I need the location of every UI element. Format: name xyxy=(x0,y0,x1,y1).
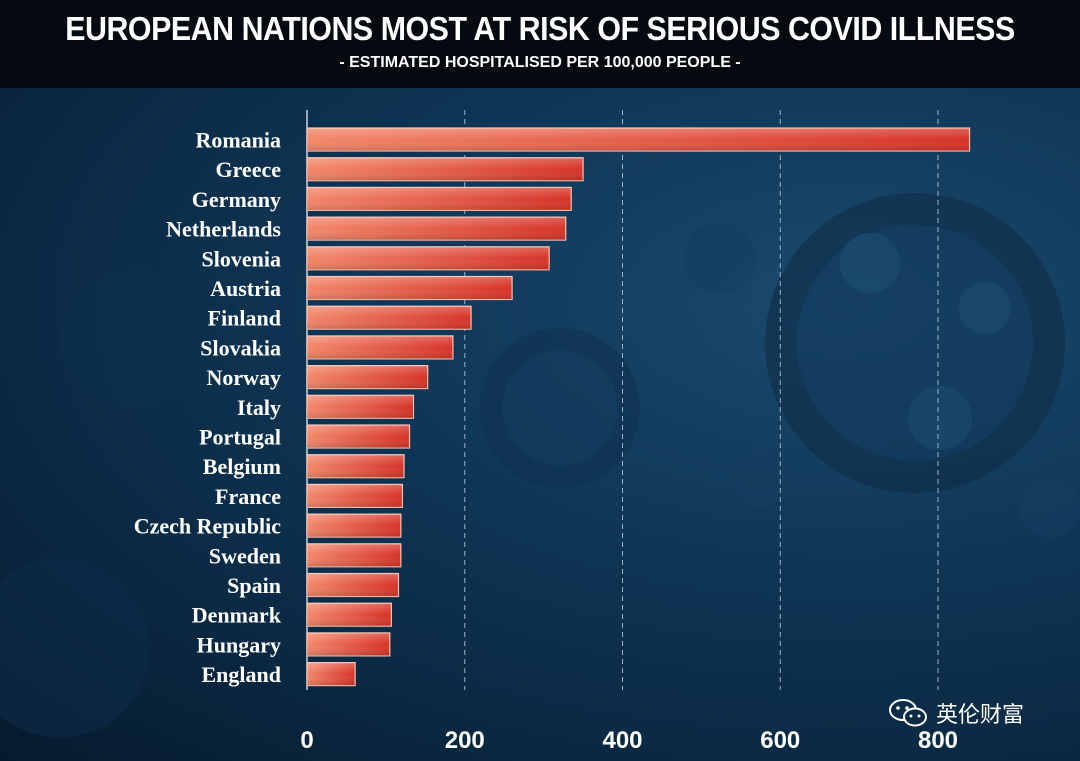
bar-shine xyxy=(307,603,392,627)
bar-denmark xyxy=(306,602,392,627)
category-label: Denmark xyxy=(192,603,282,628)
bar-shine xyxy=(307,157,584,181)
bar-romania xyxy=(306,127,971,152)
bar-shine xyxy=(307,632,390,656)
x-tick-label: 400 xyxy=(602,727,642,754)
category-label: Sweden xyxy=(209,543,281,568)
bar-shine xyxy=(307,246,550,270)
bar-netherlands xyxy=(306,216,567,241)
bar-shine xyxy=(307,573,399,597)
bar-slovenia xyxy=(306,246,550,271)
x-tick-label: 600 xyxy=(760,727,800,754)
bar-shine xyxy=(307,276,513,300)
category-label: Czech Republic xyxy=(134,514,282,539)
category-label: Romania xyxy=(195,128,281,153)
bar-finland xyxy=(306,305,472,330)
bar-germany xyxy=(306,186,572,211)
bar-austria xyxy=(306,275,513,301)
category-label: Greece xyxy=(215,157,281,182)
bar-shine xyxy=(307,365,428,389)
bar-shine xyxy=(307,187,572,211)
x-tick-label: 0 xyxy=(300,727,313,754)
category-label: Finland xyxy=(208,306,281,331)
virus-background-image xyxy=(0,193,1080,738)
bar-hungary xyxy=(306,632,391,657)
bar-slovakia xyxy=(306,335,454,360)
category-label: France xyxy=(215,484,281,509)
x-tick-label: 200 xyxy=(445,727,485,754)
bar-czech-republic xyxy=(306,513,402,538)
category-label: Austria xyxy=(210,276,281,301)
category-labels: Romania Greece Germany Netherlands Slovenia A… xyxy=(134,128,282,688)
bar-shine xyxy=(307,395,414,419)
bar-shine xyxy=(307,543,401,567)
category-label: Germany xyxy=(192,187,281,212)
chart-title: EUROPEAN NATIONS MOST AT RISK OF SERIOUS… xyxy=(65,10,1015,47)
category-label: Slovakia xyxy=(200,335,281,360)
bar-england xyxy=(306,661,356,687)
bar-sweden xyxy=(306,543,402,568)
chart-subtitle: - ESTIMATED HOSPITALISED PER 100,000 PEO… xyxy=(339,54,741,71)
x-axis-ticks: 0 200 400 600 800 xyxy=(300,727,958,754)
category-label: Belgium xyxy=(203,454,281,479)
category-label: Slovenia xyxy=(202,246,281,271)
watermark: 英伦财富 xyxy=(888,698,1024,728)
category-label: Portugal xyxy=(199,425,281,450)
category-label: Netherlands xyxy=(166,217,281,242)
wechat-icon xyxy=(889,699,927,727)
watermark-text: 英伦财富 xyxy=(936,703,1025,728)
bar-france xyxy=(306,483,404,508)
bar-norway xyxy=(306,365,429,390)
x-tick-label: 800 xyxy=(918,727,958,754)
bar-italy xyxy=(306,394,415,419)
bar-shine xyxy=(307,425,410,448)
bar-spain xyxy=(306,572,400,598)
bar-shine xyxy=(307,454,405,478)
category-label: Norway xyxy=(206,365,281,390)
bar-portugal xyxy=(306,424,411,449)
bar-shine xyxy=(307,128,970,151)
category-label: Hungary xyxy=(197,632,281,657)
title-banner: EUROPEAN NATIONS MOST AT RISK OF SERIOUS… xyxy=(0,0,1080,88)
bar-shine xyxy=(307,306,472,330)
bar-belgium xyxy=(306,454,405,479)
bar-shine xyxy=(307,217,566,241)
bar-shine xyxy=(307,335,453,359)
category-label: England xyxy=(202,662,282,687)
bar-shine xyxy=(307,484,403,508)
bar-shine xyxy=(307,662,356,686)
category-label: Spain xyxy=(227,573,281,598)
bar-greece xyxy=(306,157,584,182)
category-label: Italy xyxy=(237,395,281,420)
bar-shine xyxy=(307,514,401,538)
bars xyxy=(306,127,971,687)
